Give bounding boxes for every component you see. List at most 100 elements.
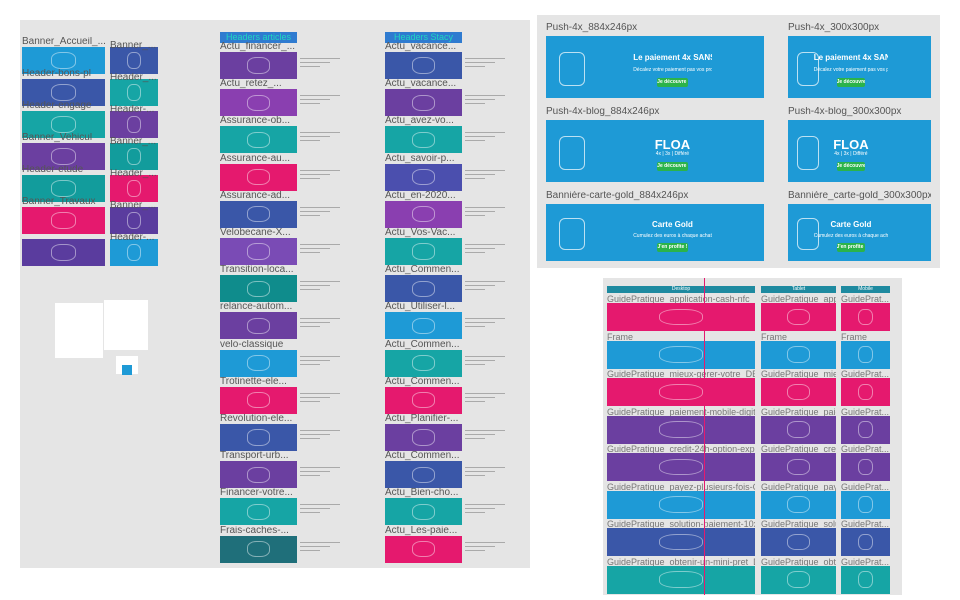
- frame-label: Banner_Accueil_...: [22, 37, 105, 47]
- note-line: [300, 363, 320, 365]
- illustration: [858, 308, 873, 326]
- banner-thumb: [110, 111, 158, 138]
- note-line: [465, 318, 505, 320]
- banner-subline: 4x | 3x | Différé: [834, 151, 868, 157]
- illustration: [411, 206, 436, 223]
- note-line: [300, 322, 330, 324]
- illustration: [126, 148, 142, 165]
- note-line: [300, 467, 340, 469]
- guide-line: [704, 278, 705, 595]
- note-line: [300, 400, 320, 402]
- frame-label: Frame: [761, 331, 788, 342]
- note-line: [300, 169, 340, 171]
- illustration: [787, 571, 810, 588]
- note-line: [465, 326, 485, 328]
- header-thumb: [385, 126, 462, 154]
- frame-label: GuidePrat...: [841, 519, 890, 529]
- note-line: [300, 252, 320, 253]
- banner-subline: Décalez votre paiement pas vos projets: [633, 67, 712, 73]
- frame-label: velo-classique: [220, 339, 284, 350]
- illustration: [796, 51, 820, 86]
- frame-label: Actu_Utiliser-l...: [385, 302, 456, 313]
- illustration: [411, 429, 436, 446]
- note-line: [300, 285, 330, 287]
- note-line: [300, 430, 340, 431]
- frame-label: Actu_financer_...: [220, 42, 296, 52]
- guide-thumb: [607, 453, 755, 481]
- note-line: [300, 210, 330, 212]
- frame-label: Banner_...: [110, 41, 157, 51]
- illustration: [858, 533, 873, 551]
- frame-label: Push-4x_300x300px: [788, 23, 880, 33]
- frame-label: Header-etude: [22, 165, 84, 175]
- frame-label: Actu_Commen...: [385, 451, 460, 462]
- frame-label: Actu_savoir-p...: [385, 153, 455, 164]
- frame-label: GuidePratique_mieux-gerer-votre_DESKT...: [607, 369, 755, 379]
- illustration: [411, 57, 436, 74]
- banner-thumb: [22, 79, 105, 106]
- header-thumb: [385, 163, 462, 191]
- header-thumb: [220, 238, 297, 265]
- guide-thumb: [607, 340, 755, 369]
- note-line: [465, 214, 485, 216]
- frame-label: Header-...: [110, 233, 155, 243]
- frame-label: Bannière_carte-gold_300x300px: [788, 191, 931, 201]
- frame-label: Bannière-carte-gold_884x246px: [546, 191, 689, 201]
- note-line: [465, 396, 495, 398]
- illustration: [411, 168, 436, 186]
- frame-label: Assurance-ad...: [220, 190, 291, 201]
- illustration: [559, 135, 586, 170]
- frame-label: Assurance-ob...: [220, 116, 291, 127]
- note-line: [300, 504, 340, 506]
- header-thumb: [220, 89, 297, 117]
- illustration: [246, 354, 271, 372]
- header-thumb: [220, 163, 297, 191]
- push-banner: Carte Gold Cumulez des euros à chaque ach…: [788, 204, 931, 261]
- note-line: [300, 549, 320, 551]
- note-line: [465, 392, 505, 394]
- note-line: [300, 99, 330, 101]
- note-line: [300, 244, 340, 245]
- cta-button: J'en profite !: [657, 242, 688, 252]
- frame-label: GuidePratique_payez-plusie...: [761, 481, 836, 492]
- note-line: [465, 58, 505, 59]
- guide-thumb: [761, 378, 836, 406]
- guide-thumb: [761, 490, 836, 519]
- frame-label: Actu_vacance...: [385, 79, 457, 90]
- frame-label: GuidePratique_credit-24h-op...: [761, 444, 836, 454]
- frame-label: relance-autom...: [220, 302, 293, 313]
- frame-label: GuidePratique_obtenir-un-mini-pret_DESKT…: [607, 556, 755, 567]
- frame-label: GuidePrat...: [841, 556, 890, 567]
- note-line: [465, 508, 495, 510]
- frame-label: Actu_Commen...: [385, 265, 460, 276]
- guide-thumb: [607, 528, 755, 556]
- illustration: [658, 421, 704, 438]
- illustration: [246, 131, 271, 148]
- illustration: [126, 212, 142, 229]
- banner-thumb: [22, 47, 105, 74]
- illustration: [411, 503, 436, 520]
- banner-headline: Carte Gold: [651, 219, 693, 229]
- banner-thumb: [110, 47, 158, 74]
- illustration: [858, 346, 873, 363]
- illustration: [411, 540, 436, 558]
- push-banner: Le paiement 4x SANS FRAIS* Décalez votre …: [546, 36, 764, 98]
- illustration: [246, 243, 271, 260]
- frame-label: Frame: [607, 331, 634, 342]
- banner-thumb: [110, 175, 158, 202]
- frame-label: Banner_...: [110, 137, 157, 147]
- illustration: [658, 346, 704, 363]
- note-line: [300, 326, 320, 328]
- note-line: [465, 438, 485, 439]
- note-line: [465, 252, 485, 253]
- note-line: [465, 206, 505, 208]
- frame-label: GuidePrat...: [841, 369, 890, 379]
- banner-subline: 4x | 3x | Différé: [655, 151, 690, 157]
- frame-label: Actu_Commen...: [385, 376, 460, 387]
- banner-thumb: [22, 207, 105, 234]
- illustration: [787, 383, 810, 401]
- frame-label: Header_...: [110, 169, 157, 179]
- illustration: [126, 116, 142, 133]
- column-header: Tablet: [761, 286, 836, 293]
- frame-label: GuidePratique_paiement-mobile-digital_DE…: [607, 406, 755, 417]
